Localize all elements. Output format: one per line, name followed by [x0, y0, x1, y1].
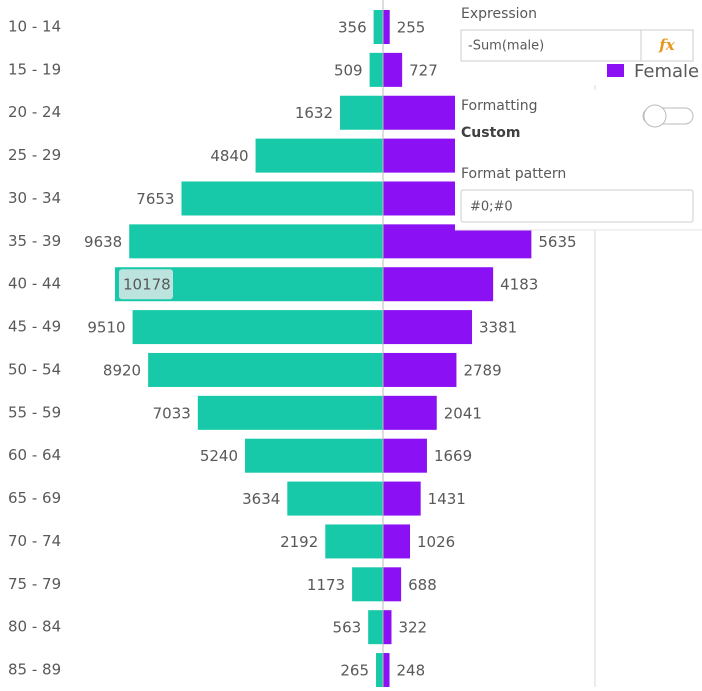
value-label: 563: [333, 619, 362, 637]
bar: [383, 52, 403, 87]
category-label: 30 - 34: [8, 189, 61, 207]
bar: [383, 310, 473, 345]
value-label: 8920: [103, 361, 141, 379]
label: Formatting: [461, 98, 537, 114]
bar: [181, 181, 383, 216]
value-label: 322: [398, 619, 427, 637]
legend: Female: [607, 61, 699, 82]
category-label: 60 - 64: [8, 446, 61, 464]
value-label: 10178: [123, 276, 171, 294]
bar: [383, 95, 468, 130]
bar: [352, 567, 383, 602]
bar: [383, 395, 437, 430]
value-label: 3381: [479, 319, 517, 337]
category-label: 65 - 69: [8, 489, 61, 507]
toggle-knob[interactable]: [643, 104, 667, 128]
bar: [369, 52, 383, 87]
bar: [340, 95, 383, 130]
expression-text: -Sum(male): [468, 39, 544, 54]
category-label: 40 - 44: [8, 275, 61, 293]
fx-button[interactable]: fx: [658, 36, 675, 54]
bar: [132, 310, 383, 345]
label: Format pattern: [461, 166, 566, 182]
value-label: 2192: [280, 533, 318, 551]
bar: [383, 524, 411, 559]
category-label: 45 - 49: [8, 318, 61, 336]
bar: [255, 138, 383, 173]
bar: [325, 524, 383, 559]
value-label: 4183: [500, 276, 538, 294]
bar: [383, 352, 457, 387]
bar: [383, 267, 494, 302]
value-label: 1669: [434, 447, 472, 465]
value-label: 509: [334, 61, 363, 79]
value-label: 7653: [136, 190, 174, 208]
bar: [373, 10, 383, 44]
legend-label: Female: [634, 61, 699, 82]
category-label: 75 - 79: [8, 575, 61, 593]
value-label: 7033: [153, 404, 191, 422]
bar: [383, 481, 421, 516]
value-label: 5240: [200, 447, 238, 465]
value-label: 4840: [210, 147, 248, 165]
legend-swatch: [607, 64, 624, 77]
value-label: 3634: [242, 490, 280, 508]
bar: [245, 438, 383, 473]
value-label: 727: [409, 61, 438, 79]
category-label: 55 - 59: [8, 403, 61, 421]
value-label: 5635: [538, 233, 576, 251]
category-label: 15 - 19: [8, 60, 61, 78]
bar: [287, 481, 383, 516]
bar: [383, 610, 392, 645]
expression-input[interactable]: [460, 29, 694, 62]
value: Custom: [461, 125, 520, 141]
property-panel: Expression -Sum(male) fx Formatting Cust…: [455, 0, 702, 231]
category-label: 20 - 24: [8, 103, 61, 121]
bar: [383, 567, 402, 602]
category-label: 10 - 14: [8, 18, 61, 36]
bar: [129, 224, 383, 259]
value-label: 1173: [307, 576, 345, 594]
value-label: 255: [397, 19, 426, 37]
value-label: 248: [397, 662, 426, 680]
value-label: 9638: [84, 233, 122, 251]
bar: [197, 395, 383, 430]
pattern-input[interactable]: [460, 189, 694, 223]
category-label: 85 - 89: [8, 661, 61, 679]
value-label: 9510: [87, 319, 125, 337]
label-highlight: [119, 269, 173, 300]
value-label: 1026: [417, 533, 455, 551]
category-label: 80 - 84: [8, 618, 61, 636]
value-label: 2789: [463, 361, 501, 379]
bar: [376, 653, 383, 688]
pattern-text: #0;#0: [470, 200, 513, 215]
category-label: 70 - 74: [8, 532, 61, 550]
category-label: 50 - 54: [8, 360, 61, 378]
bar: [383, 438, 427, 473]
category-label: 35 - 39: [8, 232, 61, 250]
bar: [148, 352, 383, 387]
bar: [368, 610, 383, 645]
value-label: 1431: [428, 490, 466, 508]
value-label: 265: [340, 662, 369, 680]
bar: [383, 653, 390, 688]
label: Expression: [461, 6, 537, 22]
bar: [383, 10, 390, 44]
value-label: 2041: [444, 404, 482, 422]
value-label: 356: [338, 19, 367, 37]
category-label: 25 - 29: [8, 146, 61, 164]
value-label: 1632: [295, 104, 333, 122]
value-label: 688: [408, 576, 437, 594]
